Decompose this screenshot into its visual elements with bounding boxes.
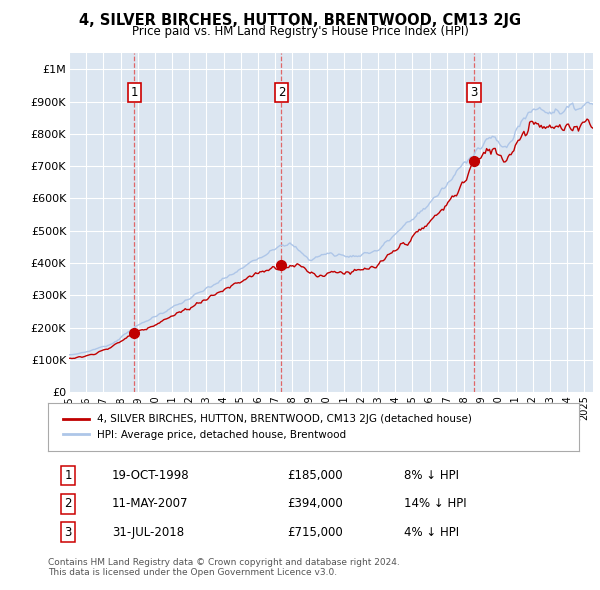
Text: 8% ↓ HPI: 8% ↓ HPI [404,469,459,482]
Text: £715,000: £715,000 [287,526,343,539]
Text: £394,000: £394,000 [287,497,343,510]
Text: Contains HM Land Registry data © Crown copyright and database right 2024.
This d: Contains HM Land Registry data © Crown c… [48,558,400,577]
Text: 4, SILVER BIRCHES, HUTTON, BRENTWOOD, CM13 2JG: 4, SILVER BIRCHES, HUTTON, BRENTWOOD, CM… [79,13,521,28]
Text: 14% ↓ HPI: 14% ↓ HPI [404,497,466,510]
Text: 11-MAY-2007: 11-MAY-2007 [112,497,188,510]
Text: 3: 3 [470,86,478,99]
Text: 1: 1 [131,86,138,99]
Text: 31-JUL-2018: 31-JUL-2018 [112,526,184,539]
Text: 2: 2 [64,497,72,510]
Legend: 4, SILVER BIRCHES, HUTTON, BRENTWOOD, CM13 2JG (detached house), HPI: Average pr: 4, SILVER BIRCHES, HUTTON, BRENTWOOD, CM… [59,410,476,444]
Text: £185,000: £185,000 [287,469,343,482]
Text: Price paid vs. HM Land Registry's House Price Index (HPI): Price paid vs. HM Land Registry's House … [131,25,469,38]
Text: 4% ↓ HPI: 4% ↓ HPI [404,526,459,539]
Text: 19-OCT-1998: 19-OCT-1998 [112,469,190,482]
Text: 1: 1 [64,469,72,482]
Text: 2: 2 [278,86,285,99]
Text: 3: 3 [64,526,72,539]
